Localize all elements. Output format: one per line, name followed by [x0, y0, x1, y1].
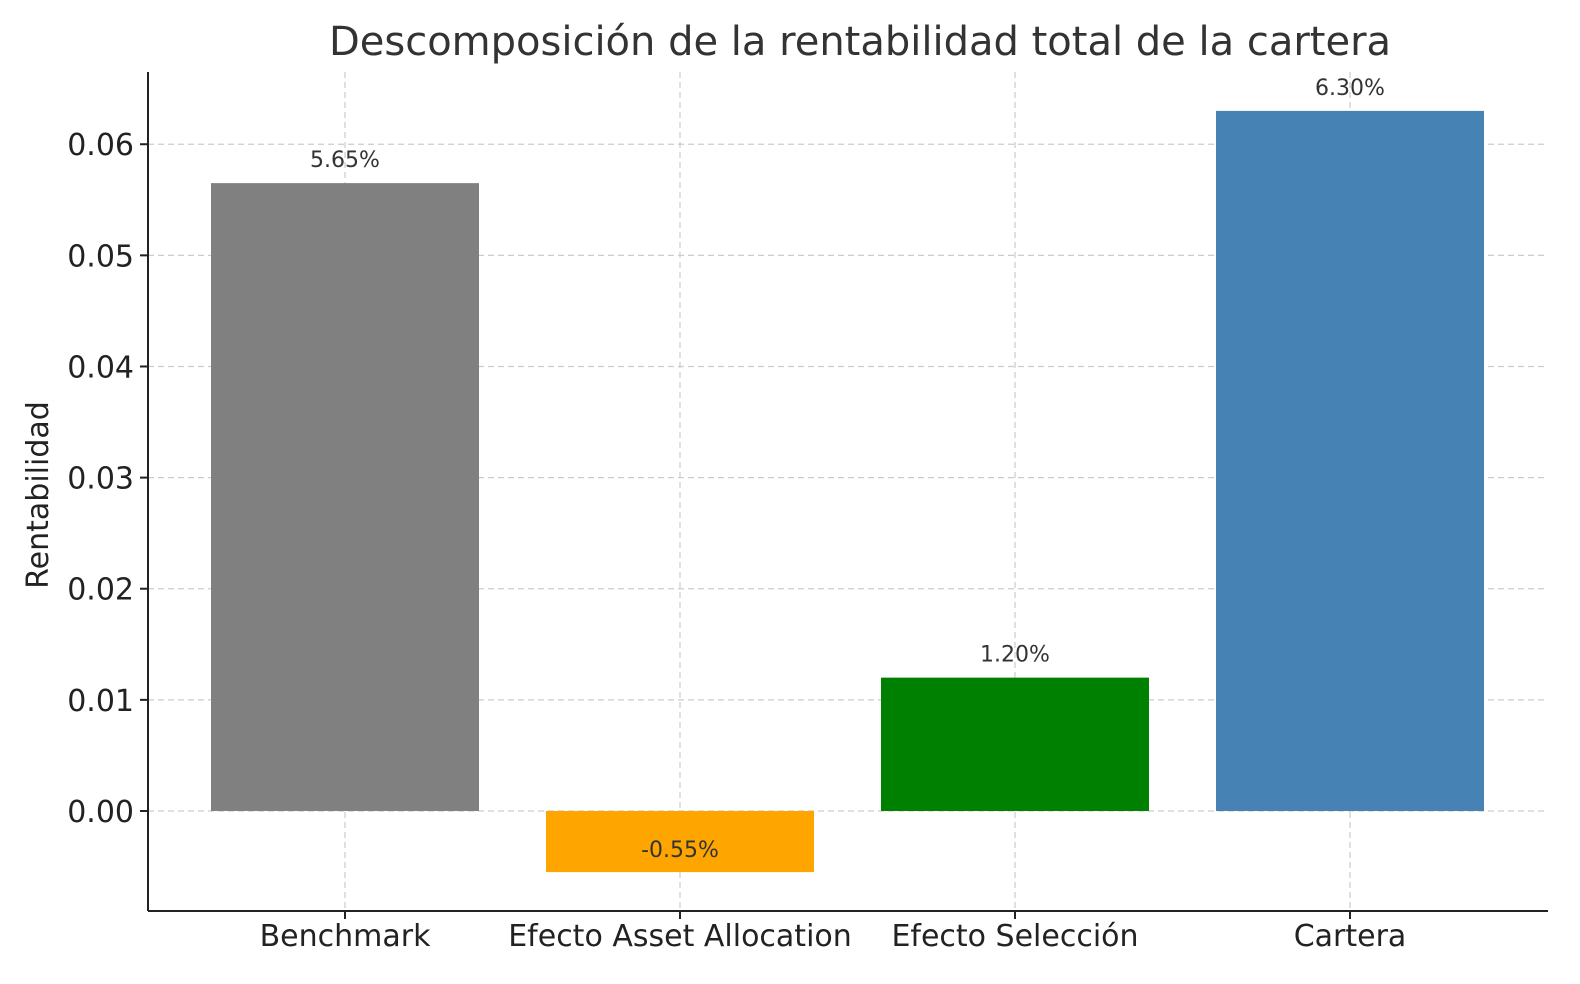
- data-label-3: 6.30%: [1315, 76, 1385, 101]
- data-label-2: 1.20%: [980, 643, 1050, 668]
- bar-benchmark: [211, 183, 479, 811]
- bar-efecto-selecci-n: [881, 677, 1149, 811]
- y-tick-label-6: 0.06: [67, 128, 134, 163]
- y-tick-label-1: 0.01: [67, 684, 134, 719]
- y-tick-label-3: 0.03: [67, 462, 134, 497]
- data-labels-layer: 5.65% -0.55% 1.20% 6.30%: [310, 76, 1385, 863]
- data-label-0: 5.65%: [310, 148, 380, 173]
- y-tick-label-0: 0.00: [67, 795, 134, 830]
- x-tick-label-0: Benchmark: [260, 919, 432, 954]
- y-axis-label: Rentabilidad: [21, 401, 56, 589]
- x-tick-label-1: Efecto Asset Allocation: [508, 919, 852, 954]
- x-tick-label-2: Efecto Selección: [891, 919, 1138, 954]
- y-tick-label-5: 0.05: [67, 239, 134, 274]
- data-label-1: -0.55%: [641, 838, 719, 863]
- bar-efecto-asset-allocation: [546, 810, 814, 873]
- y-tick-label-4: 0.04: [67, 350, 134, 385]
- axes-layer: 0.00 0.01 0.02 0.03 0.04 0.05 0.06 Benchmark Efe…: [67, 72, 1548, 954]
- bars-layer: [211, 110, 1484, 873]
- y-tick-label-2: 0.02: [67, 573, 134, 608]
- bar-cartera: [1216, 110, 1484, 811]
- chart-title: Descomposición de la rentabilidad total …: [329, 19, 1391, 65]
- x-tick-label-3: Cartera: [1294, 919, 1407, 954]
